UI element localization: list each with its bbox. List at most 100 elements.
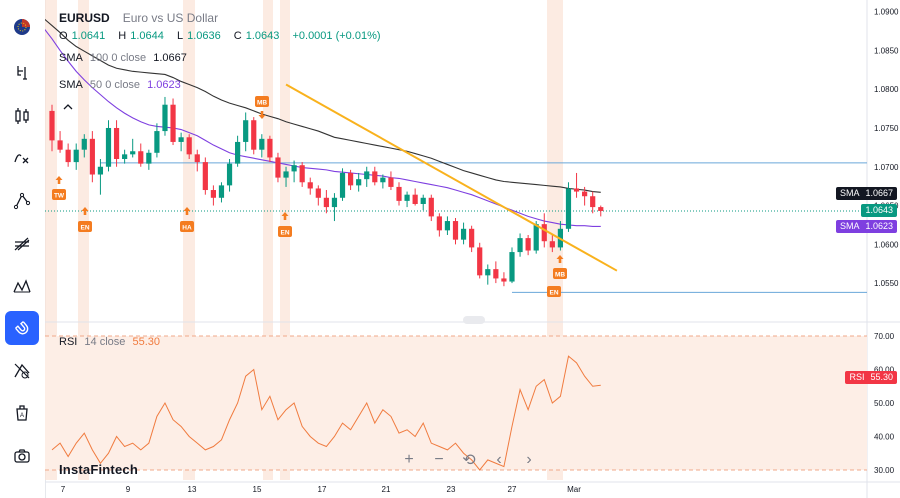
fib-icon <box>14 237 30 251</box>
candle-body <box>396 186 402 201</box>
candles-tool-button[interactable] <box>5 99 39 133</box>
high-value: 1.0644 <box>130 30 164 42</box>
event-label-box <box>278 226 292 237</box>
pane-resize-handle[interactable] <box>463 316 485 324</box>
zoom-in-button[interactable]: + <box>404 451 414 468</box>
candle-body <box>154 131 160 153</box>
sma50-tag-value: 1.0623 <box>865 221 893 231</box>
candle-body <box>590 196 596 208</box>
rsi-tick-label: 30.00 <box>874 466 895 475</box>
candle-body <box>549 241 555 248</box>
svg-text:A: A <box>20 413 24 419</box>
candle-body <box>364 171 370 180</box>
camera-tool-button[interactable] <box>5 439 39 473</box>
candle-body <box>533 224 539 251</box>
candle-body <box>525 238 531 251</box>
highlight-band <box>78 0 89 480</box>
arrow-up-icon <box>556 255 564 263</box>
candle-body <box>339 172 346 198</box>
indicators-tool-button[interactable] <box>5 141 39 175</box>
candle-body <box>509 252 515 282</box>
price-tick-label: 1.0550 <box>874 279 899 288</box>
fib-tool-button[interactable] <box>5 227 39 261</box>
sma100-legend[interactable]: SMA 100 0 close 1.0667 <box>59 52 191 64</box>
change-value: +0.0001 (+0.01%) <box>292 30 381 42</box>
candle-body <box>565 188 572 229</box>
low-value: 1.0636 <box>187 30 221 42</box>
magnet-tool-button[interactable] <box>5 311 39 345</box>
drawing-icon <box>13 192 31 210</box>
candle-body <box>444 221 451 231</box>
rsi-line <box>51 355 601 471</box>
arrow-up-icon <box>281 212 289 220</box>
time-tick-label: 15 <box>253 485 262 494</box>
chevron-up-icon <box>63 104 73 110</box>
symbol-description: Euro vs US Dollar <box>122 11 219 25</box>
candle-body <box>243 120 249 142</box>
event-marker-ha: HA <box>180 207 194 232</box>
candle-body <box>146 152 152 164</box>
price-tick-label: 1.0850 <box>874 46 899 55</box>
event-marker-mb: MB <box>255 96 269 119</box>
event-label-box <box>180 221 194 232</box>
event-marker-tw: TW <box>52 176 66 200</box>
indicators-icon <box>14 154 29 164</box>
candle-body <box>122 154 128 159</box>
time-tick-label: 27 <box>508 485 517 494</box>
event-label-text: EN <box>80 224 89 231</box>
hide-drawings-tool-button[interactable] <box>5 354 39 388</box>
last-price-value: 1.0643 <box>865 205 893 215</box>
reset-button[interactable]: ⟲ <box>462 452 476 469</box>
time-tick-label: 17 <box>318 485 327 494</box>
candle-body <box>138 151 144 164</box>
rsi-params: 14 close <box>84 336 126 348</box>
drawing-tool-button[interactable] <box>5 184 39 218</box>
rsi-value: 55.30 <box>132 336 160 348</box>
crosshair-tool-button[interactable] <box>5 56 39 90</box>
candle-body <box>226 163 233 186</box>
flag-tool-button[interactable] <box>5 10 39 44</box>
ohlc-legend: O 1.0641 H 1.0644 L 1.0636 C 1.0643 +0.0001 … <box>59 30 385 42</box>
candle-body <box>65 149 71 163</box>
event-label-box <box>78 221 92 232</box>
candle-body <box>299 165 305 183</box>
rsi-tick-label: 50.00 <box>874 399 895 408</box>
zoom-controls: + − ⟲ ‹ › <box>397 448 541 472</box>
zoom-out-button[interactable]: − <box>434 451 444 468</box>
remove-icon: A <box>16 405 28 421</box>
candle-body <box>49 110 55 141</box>
event-label-box <box>52 189 66 200</box>
symbol-name: EURUSD <box>59 11 110 25</box>
scroll-right-button[interactable]: › <box>526 451 532 468</box>
sma100-tag-value: 1.0667 <box>865 188 893 198</box>
rsi-legend[interactable]: RSI 14 close 55.30 <box>59 336 164 348</box>
rsi-tag-label: RSI <box>849 372 865 382</box>
high-label: H <box>118 30 127 42</box>
open-label: O <box>59 30 68 42</box>
candle-body <box>460 228 467 240</box>
price-tick-label: 1.0600 <box>874 240 899 249</box>
candle-body <box>323 197 329 208</box>
sma100-value: 1.0667 <box>153 52 187 64</box>
patterns-tool-button[interactable] <box>5 269 39 303</box>
sma100-tag-label: SMA <box>839 188 860 198</box>
candle-body <box>218 185 225 198</box>
sma50-label: SMA <box>59 79 83 91</box>
event-marker-en: EN <box>78 207 92 232</box>
sma100-params: 100 0 close <box>89 52 147 64</box>
candle-body <box>194 154 200 163</box>
arrow-up-icon <box>183 207 191 215</box>
candle-body <box>235 141 241 164</box>
chart-svg[interactable]: 1.09001.08501.08001.07501.07001.06501.06… <box>45 0 900 498</box>
arrow-down-icon <box>258 111 266 119</box>
scroll-left-button[interactable]: ‹ <box>496 451 502 468</box>
time-tick-label: Mar <box>567 485 581 494</box>
collapse-legend-button[interactable] <box>63 99 73 110</box>
close-label: C <box>233 30 242 42</box>
remove-tool-button[interactable]: A <box>5 396 39 430</box>
chart-area[interactable]: 1.09001.08501.08001.07501.07001.06501.06… <box>45 0 900 498</box>
time-tick-label: 7 <box>61 485 66 494</box>
sma50-legend[interactable]: SMA 50 0 close 1.0623 <box>59 79 185 91</box>
arrow-up-icon <box>55 176 63 184</box>
candle-body <box>283 171 289 178</box>
